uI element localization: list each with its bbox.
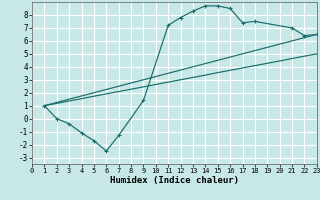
X-axis label: Humidex (Indice chaleur): Humidex (Indice chaleur) <box>110 176 239 185</box>
